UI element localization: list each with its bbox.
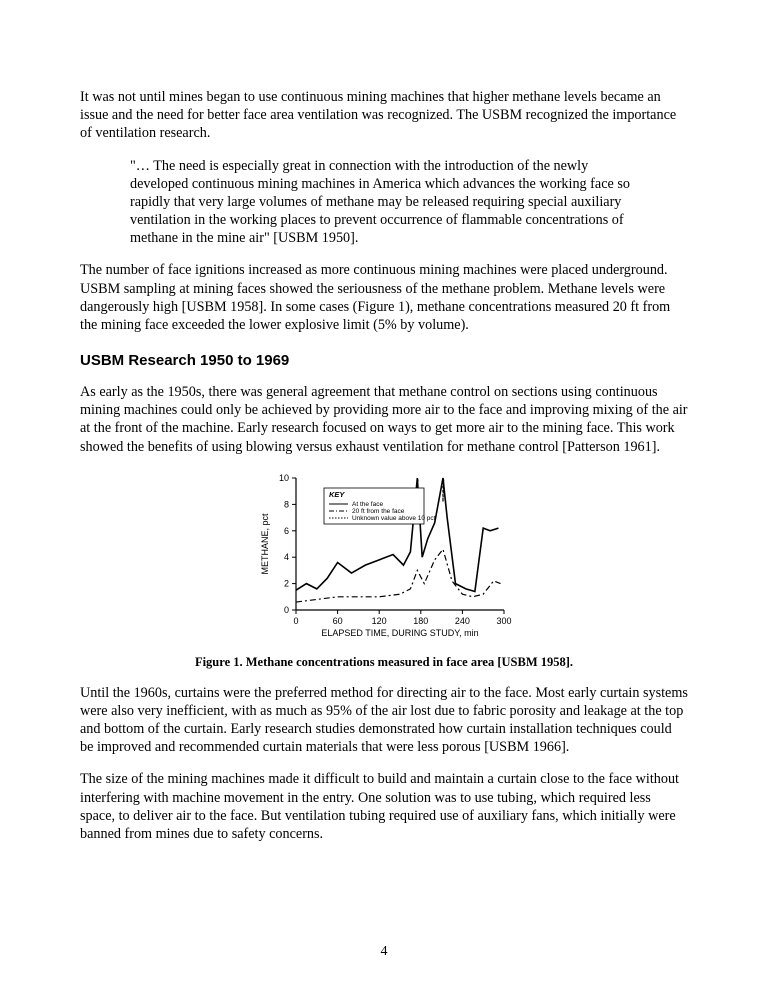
blockquote-usbm-1950: "… The need is especially great in conne… xyxy=(80,157,688,248)
figure-1: 0 60 120 180 240 300 0 2 4 6 8 10 ELAPSED TIME, DURI… xyxy=(80,470,688,645)
paragraph-face-ignitions: The number of face ignitions increased a… xyxy=(80,261,688,334)
figure-1-caption: Figure 1. Methane concentrations measure… xyxy=(80,655,688,670)
svg-text:At the face: At the face xyxy=(352,501,383,508)
paragraph-tubing: The size of the mining machines made it … xyxy=(80,770,688,843)
svg-text:Unknown value above 10 pct: Unknown value above 10 pct xyxy=(352,515,436,522)
svg-text:180: 180 xyxy=(413,616,428,626)
document-page: It was not until mines began to use cont… xyxy=(0,0,768,897)
paragraph-curtains: Until the 1960s, curtains were the prefe… xyxy=(80,684,688,757)
paragraph-intro: It was not until mines began to use cont… xyxy=(80,88,688,143)
svg-text:240: 240 xyxy=(455,616,470,626)
methane-chart: 0 60 120 180 240 300 0 2 4 6 8 10 ELAPSED TIME, DURI… xyxy=(254,470,514,640)
paragraph-research-1950s: As early as the 1950s, there was general… xyxy=(80,383,688,456)
svg-text:20 ft from the face: 20 ft from the face xyxy=(352,508,405,515)
svg-text:120: 120 xyxy=(372,616,387,626)
svg-text:300: 300 xyxy=(496,616,511,626)
svg-text:0: 0 xyxy=(284,605,289,615)
svg-text:6: 6 xyxy=(284,526,289,536)
svg-text:0: 0 xyxy=(293,616,298,626)
svg-text:4: 4 xyxy=(284,552,289,562)
svg-text:ELAPSED TIME, DURING STUDY, mi: ELAPSED TIME, DURING STUDY, min xyxy=(321,628,478,638)
svg-text:60: 60 xyxy=(333,616,343,626)
svg-text:10: 10 xyxy=(279,473,289,483)
svg-text:8: 8 xyxy=(284,499,289,509)
svg-text:KEY: KEY xyxy=(329,490,345,499)
svg-text:METHANE, pct: METHANE, pct xyxy=(260,513,270,575)
section-heading: USBM Research 1950 to 1969 xyxy=(80,352,688,369)
page-number: 4 xyxy=(0,944,768,960)
svg-text:2: 2 xyxy=(284,578,289,588)
